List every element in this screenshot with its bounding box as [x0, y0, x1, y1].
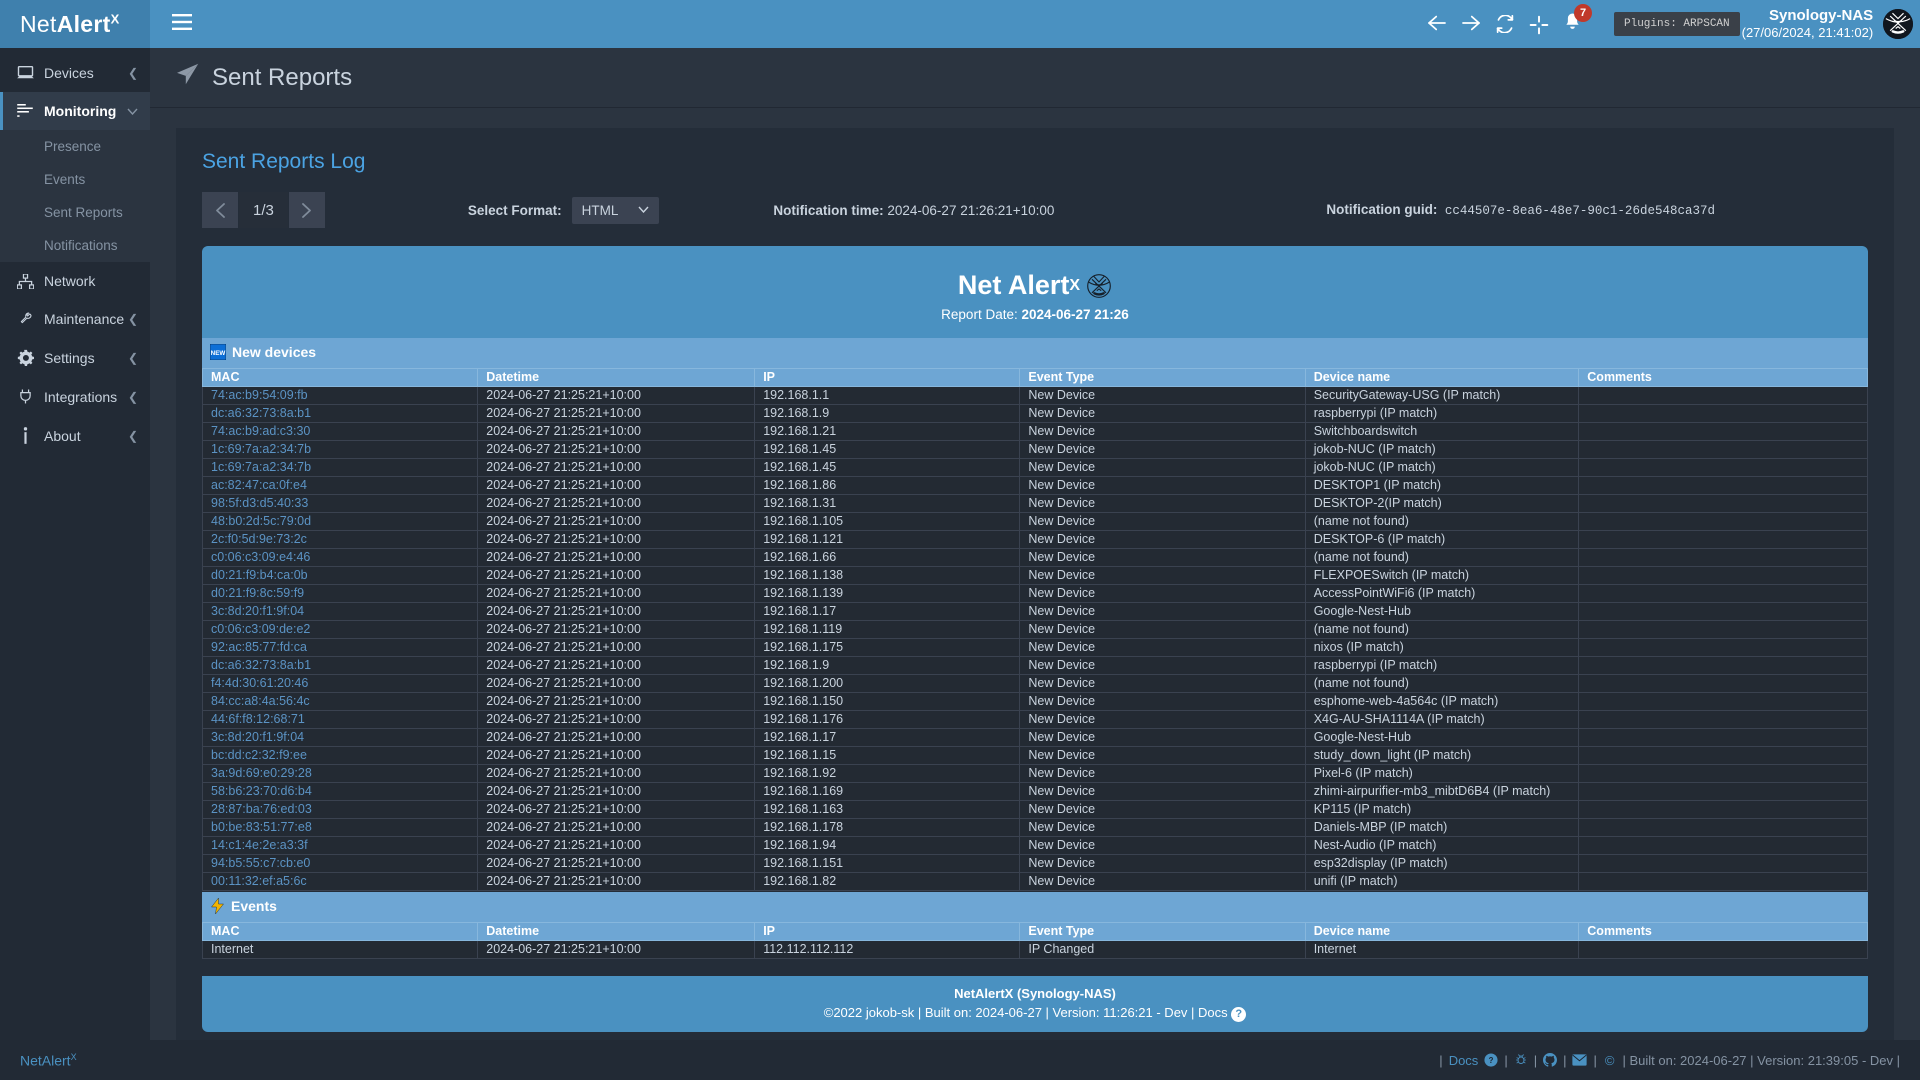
svg-text:?: ? — [1489, 1056, 1494, 1065]
svg-text:NEW: NEW — [211, 350, 226, 357]
